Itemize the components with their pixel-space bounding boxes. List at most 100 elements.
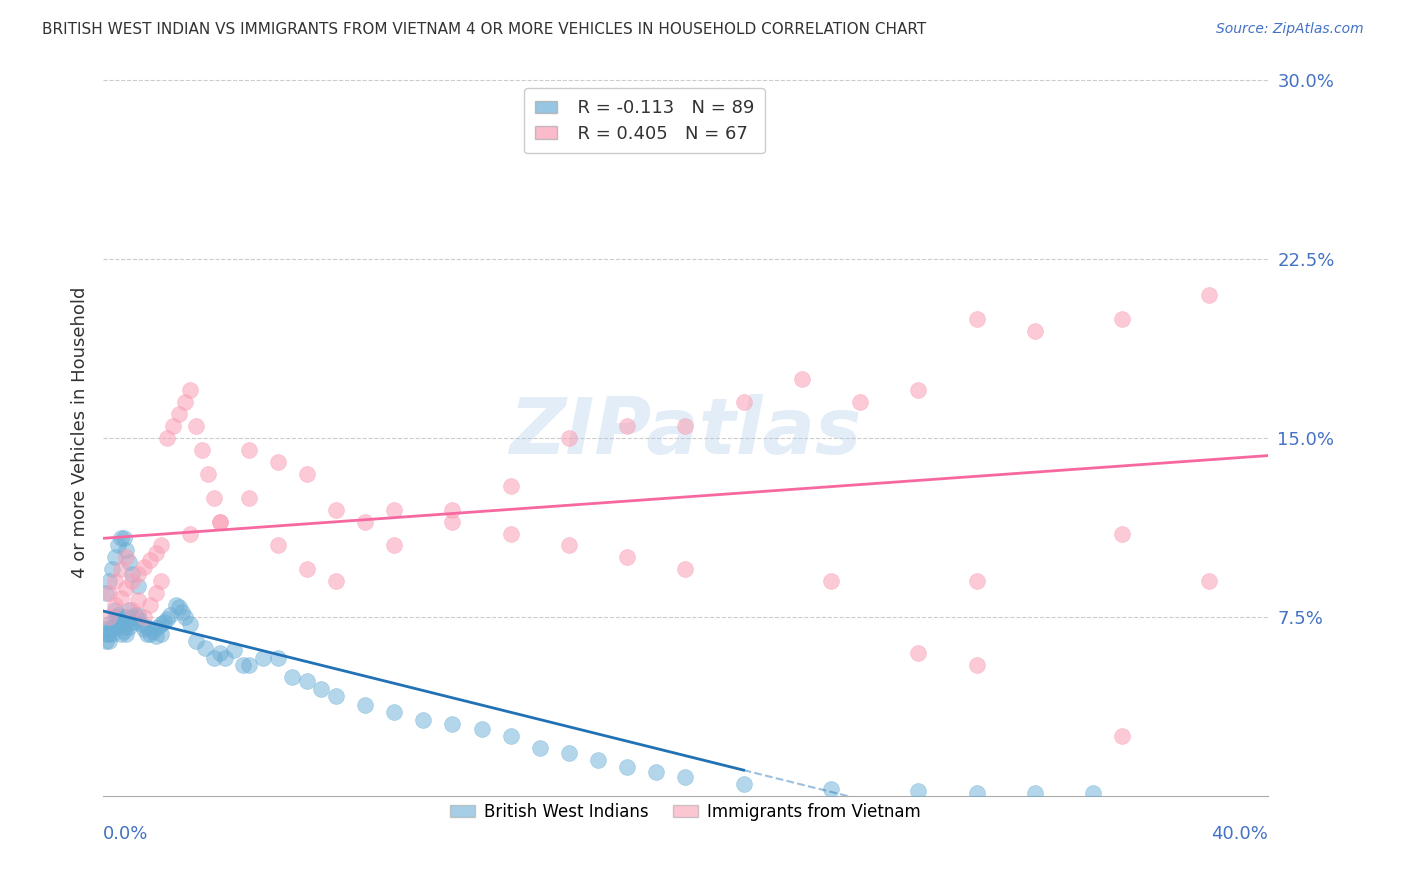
Point bbox=[121, 603, 143, 617]
Point bbox=[138, 553, 160, 567]
Point bbox=[101, 619, 124, 633]
Point bbox=[107, 612, 129, 626]
Point bbox=[616, 419, 638, 434]
Point bbox=[295, 562, 318, 576]
Point bbox=[132, 560, 155, 574]
Point bbox=[165, 598, 187, 612]
Point bbox=[820, 781, 842, 796]
Point bbox=[441, 515, 464, 529]
Point bbox=[97, 626, 120, 640]
Point bbox=[150, 626, 173, 640]
Point bbox=[115, 543, 138, 558]
Point bbox=[104, 550, 127, 565]
Point bbox=[907, 384, 929, 398]
Point bbox=[145, 586, 167, 600]
Point bbox=[673, 770, 696, 784]
Text: ZIPatlas: ZIPatlas bbox=[509, 394, 862, 470]
Point bbox=[138, 626, 160, 640]
Point bbox=[110, 591, 132, 605]
Point bbox=[121, 574, 143, 589]
Point bbox=[790, 371, 813, 385]
Point bbox=[124, 607, 146, 622]
Point bbox=[267, 538, 290, 552]
Point bbox=[118, 619, 141, 633]
Point bbox=[325, 689, 347, 703]
Point bbox=[112, 619, 135, 633]
Text: Source: ZipAtlas.com: Source: ZipAtlas.com bbox=[1216, 22, 1364, 37]
Point bbox=[252, 650, 274, 665]
Point bbox=[295, 674, 318, 689]
Point bbox=[499, 729, 522, 743]
Point bbox=[645, 764, 668, 779]
Point bbox=[115, 610, 138, 624]
Point bbox=[1111, 312, 1133, 326]
Point bbox=[202, 650, 225, 665]
Point bbox=[194, 640, 217, 655]
Point bbox=[118, 603, 141, 617]
Point bbox=[499, 479, 522, 493]
Point bbox=[145, 629, 167, 643]
Point bbox=[673, 419, 696, 434]
Point bbox=[97, 574, 120, 589]
Point bbox=[186, 633, 208, 648]
Point bbox=[1024, 787, 1046, 801]
Point bbox=[132, 610, 155, 624]
Point bbox=[110, 531, 132, 545]
Point bbox=[202, 491, 225, 505]
Point bbox=[107, 538, 129, 552]
Point bbox=[156, 431, 179, 445]
Point bbox=[104, 598, 127, 612]
Point bbox=[104, 603, 127, 617]
Point bbox=[138, 598, 160, 612]
Point bbox=[238, 491, 260, 505]
Point bbox=[382, 502, 405, 516]
Point bbox=[97, 633, 120, 648]
Point bbox=[849, 395, 872, 409]
Point bbox=[97, 610, 120, 624]
Point bbox=[115, 626, 138, 640]
Point bbox=[173, 395, 195, 409]
Point bbox=[150, 574, 173, 589]
Point bbox=[127, 579, 149, 593]
Point bbox=[179, 617, 201, 632]
Point bbox=[121, 615, 143, 629]
Point bbox=[586, 753, 609, 767]
Point bbox=[412, 713, 434, 727]
Point bbox=[110, 562, 132, 576]
Point bbox=[1111, 729, 1133, 743]
Point bbox=[558, 538, 581, 552]
Point bbox=[150, 617, 173, 632]
Point bbox=[325, 502, 347, 516]
Point bbox=[97, 586, 120, 600]
Point bbox=[208, 515, 231, 529]
Point bbox=[616, 550, 638, 565]
Point bbox=[121, 610, 143, 624]
Point bbox=[441, 717, 464, 731]
Point bbox=[129, 617, 152, 632]
Point bbox=[267, 650, 290, 665]
Point bbox=[159, 607, 181, 622]
Point bbox=[162, 419, 184, 434]
Point bbox=[471, 722, 494, 736]
Point bbox=[907, 646, 929, 660]
Point bbox=[142, 624, 165, 639]
Point bbox=[104, 574, 127, 589]
Point bbox=[167, 600, 190, 615]
Point bbox=[966, 787, 988, 801]
Point bbox=[127, 567, 149, 582]
Point bbox=[214, 650, 236, 665]
Point bbox=[733, 777, 755, 791]
Point bbox=[382, 538, 405, 552]
Point bbox=[121, 567, 143, 582]
Point bbox=[441, 502, 464, 516]
Point bbox=[311, 681, 333, 696]
Point bbox=[97, 617, 120, 632]
Point bbox=[148, 619, 170, 633]
Legend: British West Indians, Immigrants from Vietnam: British West Indians, Immigrants from Vi… bbox=[444, 797, 927, 828]
Point bbox=[107, 607, 129, 622]
Point bbox=[966, 312, 988, 326]
Point bbox=[1081, 787, 1104, 801]
Point bbox=[558, 746, 581, 760]
Point bbox=[820, 574, 842, 589]
Point bbox=[907, 784, 929, 798]
